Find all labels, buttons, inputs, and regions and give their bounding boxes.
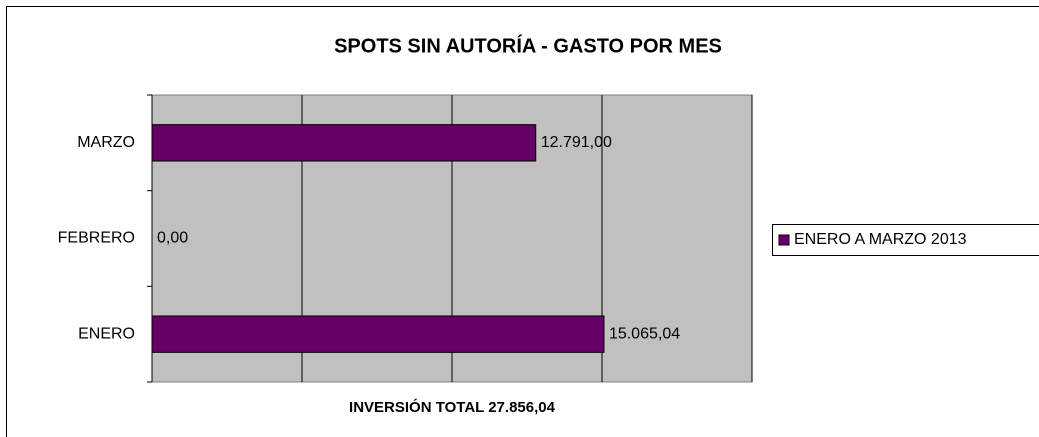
chart-title: SPOTS SIN AUTORÍA - GASTO POR MES <box>334 34 722 57</box>
y-tick-label: FEBRERO <box>58 230 135 247</box>
y-tick-label: MARZO <box>77 134 135 151</box>
x-axis-label: INVERSIÓN TOTAL 27.856,04 <box>349 398 556 416</box>
data-label: 12.791,00 <box>541 134 612 151</box>
legend-box <box>772 224 1039 256</box>
bar <box>151 315 605 353</box>
data-label: 0,00 <box>157 230 188 247</box>
legend-label: ENERO A MARZO 2013 <box>794 231 967 248</box>
legend-swatch <box>778 234 790 246</box>
bar <box>151 124 537 162</box>
y-tick-label: ENERO <box>78 325 135 342</box>
data-label: 15.065,04 <box>609 325 680 342</box>
